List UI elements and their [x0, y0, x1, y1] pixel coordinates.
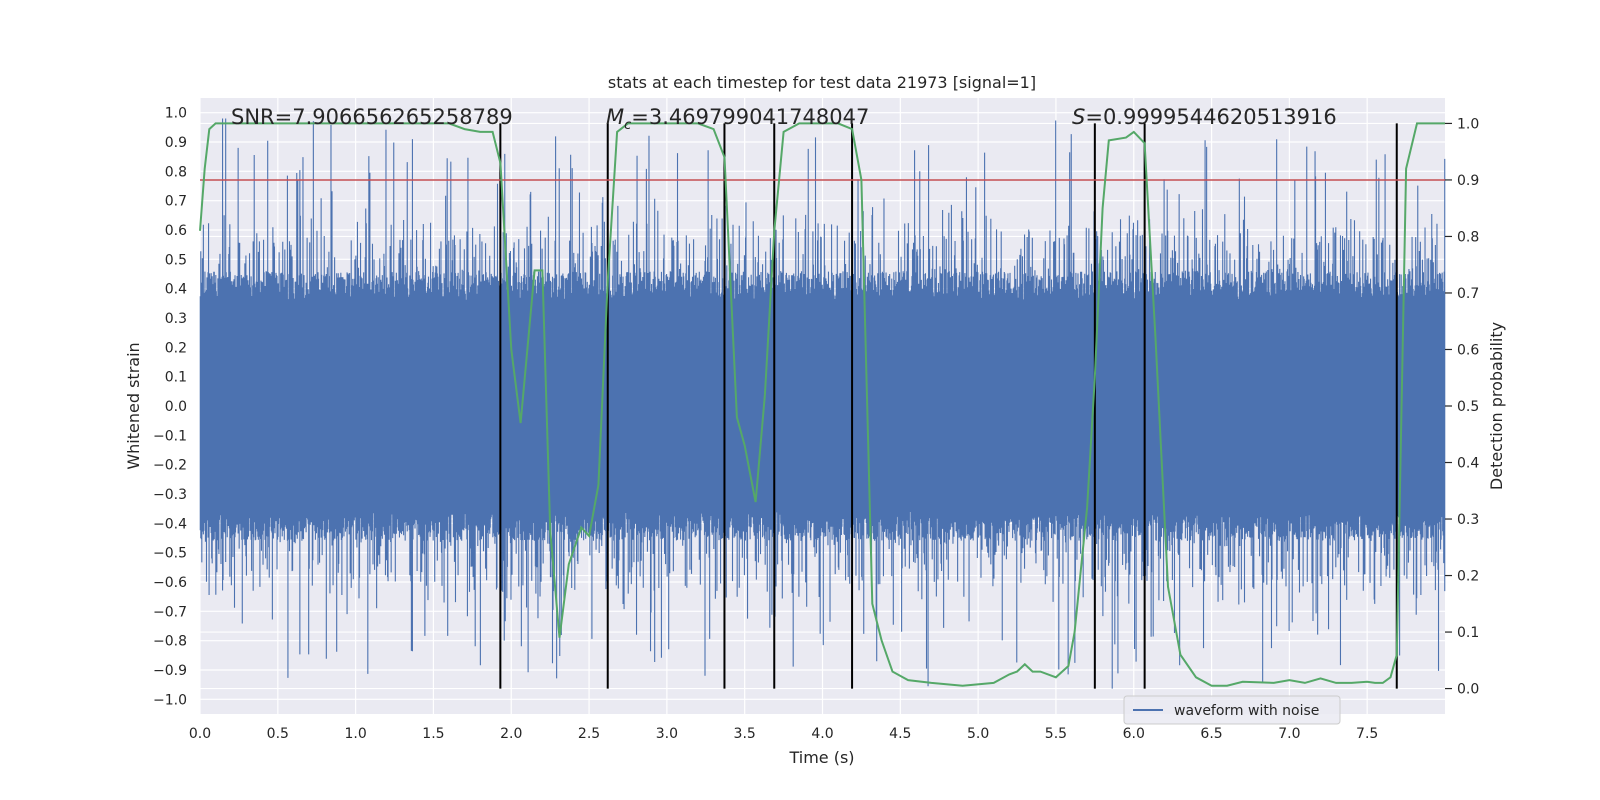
y2-axis-ticks: 1.0 0.9 0.8 0.7 0.6 0.5 0.4 0.3 0.2 0.1 0.0: [1445, 116, 1479, 698]
y2-tick-label: 0.1: [1457, 625, 1479, 641]
y-tick-label: −0.6: [153, 575, 187, 591]
waveform-path: [199, 118, 1446, 689]
y-tick-label: 0.4: [165, 282, 187, 298]
y2-tick-label: 0.4: [1457, 456, 1479, 472]
event-vlines: [499, 123, 1398, 689]
snr-annotation: SNR=7.906656265258789: [231, 105, 513, 129]
chart-title: stats at each timestep for test data 219…: [608, 73, 1036, 92]
x-tick-label: 1.0: [344, 726, 366, 742]
s-annotation: S=0.9999544620513916: [1072, 105, 1337, 129]
y2-tick-label: 0.6: [1457, 342, 1479, 358]
x-tick-label: 0.5: [267, 726, 289, 742]
y-tick-label: −0.8: [153, 634, 187, 650]
probability-series: [199, 122, 1445, 687]
x-tick-label: 2.0: [500, 726, 522, 742]
y-tick-label: −0.1: [153, 428, 187, 444]
y2-tick-label: 0.2: [1457, 569, 1479, 585]
x-tick-label: 3.0: [656, 726, 678, 742]
x-tick-label: 5.5: [1045, 726, 1067, 742]
x-tick-label: 1.5: [422, 726, 444, 742]
x-tick-label: 6.0: [1123, 726, 1145, 742]
mc-value: =3.469799041748047: [631, 105, 869, 129]
x-tick-label: 7.5: [1356, 726, 1378, 742]
y-tick-label: −0.4: [153, 516, 187, 532]
y2-tick-label: 0.7: [1457, 286, 1479, 302]
x-tick-label: 4.0: [811, 726, 833, 742]
x-axis-ticks: 0.0 0.5 1.0 1.5 2.0 2.5 3.0 3.5 4.0 4.5 5.0 5.5 6.0 6…: [189, 726, 1378, 742]
y-tick-label: 0.8: [165, 164, 187, 180]
x-tick-label: 2.5: [578, 726, 600, 742]
s-symbol: S: [1072, 105, 1085, 129]
legend: waveform with noise: [1123, 695, 1341, 725]
y-tick-label: 0.9: [165, 135, 187, 151]
y-tick-label: 1.0: [165, 106, 187, 122]
y2-tick-label: 0.0: [1457, 682, 1479, 698]
y-tick-label: 0.1: [165, 370, 187, 386]
y-tick-label: −0.2: [153, 458, 187, 474]
y2-tick-label: 0.5: [1457, 399, 1479, 415]
y-tick-label: 0.2: [165, 340, 187, 356]
x-tick-label: 5.0: [967, 726, 989, 742]
y2-tick-label: 0.8: [1457, 229, 1479, 245]
legend-box: [1123, 695, 1341, 725]
x-tick-label: 4.5: [889, 726, 911, 742]
s-value: =0.9999544620513916: [1085, 105, 1336, 129]
y-tick-label: 0.6: [165, 223, 187, 239]
y-tick-label: 0.0: [165, 399, 187, 415]
y-tick-label: −0.3: [153, 487, 187, 503]
y-axis-label: Whitened strain: [124, 342, 143, 469]
x-tick-label: 7.0: [1278, 726, 1300, 742]
waveform-series: [199, 118, 1446, 689]
y2-tick-label: 0.3: [1457, 512, 1479, 528]
mc-annotation: Mc=3.469799041748047: [606, 105, 869, 133]
y-tick-label: 0.5: [165, 252, 187, 268]
y-tick-label: 0.7: [165, 194, 187, 210]
mc-subscript: c: [624, 118, 631, 133]
x-tick-label: 3.5: [734, 726, 756, 742]
y-axis-ticks: 1.0 0.9 0.8 0.7 0.6 0.5 0.4 0.3 0.2 0.1 0.0 −0.1 −0.…: [153, 106, 187, 709]
y-tick-label: −0.9: [153, 663, 187, 679]
x-axis-label: Time (s): [788, 748, 854, 767]
y-tick-label: −0.7: [153, 604, 187, 620]
y-tick-label: −0.5: [153, 546, 187, 562]
y2-axis-label: Detection probability: [1487, 322, 1506, 490]
y-tick-label: 0.3: [165, 311, 187, 327]
y2-tick-label: 1.0: [1457, 116, 1479, 132]
x-tick-label: 6.5: [1200, 726, 1222, 742]
x-tick-label: 0.0: [189, 726, 211, 742]
y-tick-label: −1.0: [153, 692, 187, 708]
mc-symbol: M: [606, 105, 624, 129]
legend-label: waveform with noise: [1174, 703, 1319, 719]
y2-tick-label: 0.9: [1457, 173, 1479, 189]
